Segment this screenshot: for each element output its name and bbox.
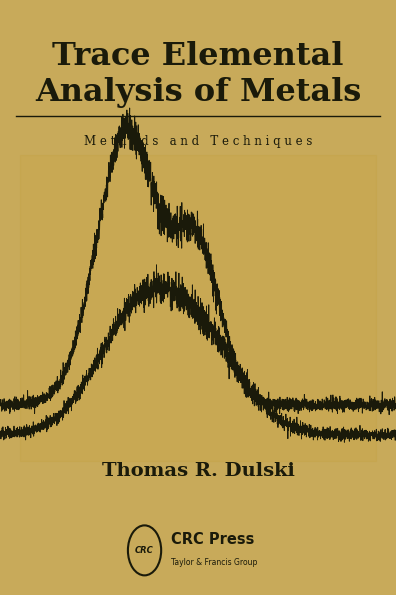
Text: Trace Elemental: Trace Elemental [52,41,344,72]
Text: CRC: CRC [135,546,154,555]
Text: CRC Press: CRC Press [171,532,255,547]
Text: Analysis of Metals: Analysis of Metals [35,77,361,108]
Text: Thomas R. Dulski: Thomas R. Dulski [101,462,295,480]
Text: M e t h o d s   a n d   T e c h n i q u e s: M e t h o d s a n d T e c h n i q u e s [84,134,312,148]
Bar [20,155,376,461]
Text: Taylor & Francis Group: Taylor & Francis Group [171,558,258,567]
